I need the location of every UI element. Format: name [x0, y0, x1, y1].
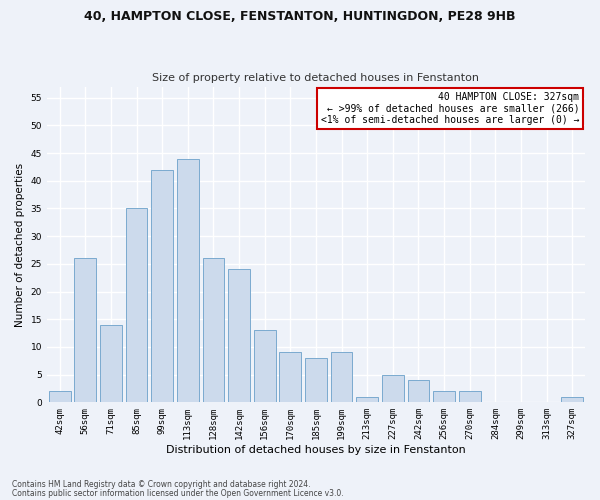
Bar — [382, 374, 404, 402]
Bar — [561, 397, 583, 402]
Title: Size of property relative to detached houses in Fenstanton: Size of property relative to detached ho… — [152, 73, 479, 83]
Bar — [433, 392, 455, 402]
Bar — [49, 392, 71, 402]
Bar — [356, 397, 378, 402]
Text: Contains public sector information licensed under the Open Government Licence v3: Contains public sector information licen… — [12, 488, 344, 498]
Bar — [254, 330, 275, 402]
Bar — [74, 258, 96, 402]
Text: 40, HAMPTON CLOSE, FENSTANTON, HUNTINGDON, PE28 9HB: 40, HAMPTON CLOSE, FENSTANTON, HUNTINGDO… — [84, 10, 516, 23]
Bar — [151, 170, 173, 402]
Text: Contains HM Land Registry data © Crown copyright and database right 2024.: Contains HM Land Registry data © Crown c… — [12, 480, 311, 489]
Bar — [203, 258, 224, 402]
Bar — [331, 352, 352, 403]
Text: 40 HAMPTON CLOSE: 327sqm
← >99% of detached houses are smaller (266)
<1% of semi: 40 HAMPTON CLOSE: 327sqm ← >99% of detac… — [321, 92, 580, 126]
Y-axis label: Number of detached properties: Number of detached properties — [15, 162, 25, 326]
Bar — [459, 392, 481, 402]
Bar — [305, 358, 327, 403]
X-axis label: Distribution of detached houses by size in Fenstanton: Distribution of detached houses by size … — [166, 445, 466, 455]
Bar — [126, 208, 148, 402]
Bar — [228, 270, 250, 402]
Bar — [100, 325, 122, 402]
Bar — [177, 158, 199, 402]
Bar — [280, 352, 301, 403]
Bar — [407, 380, 430, 402]
